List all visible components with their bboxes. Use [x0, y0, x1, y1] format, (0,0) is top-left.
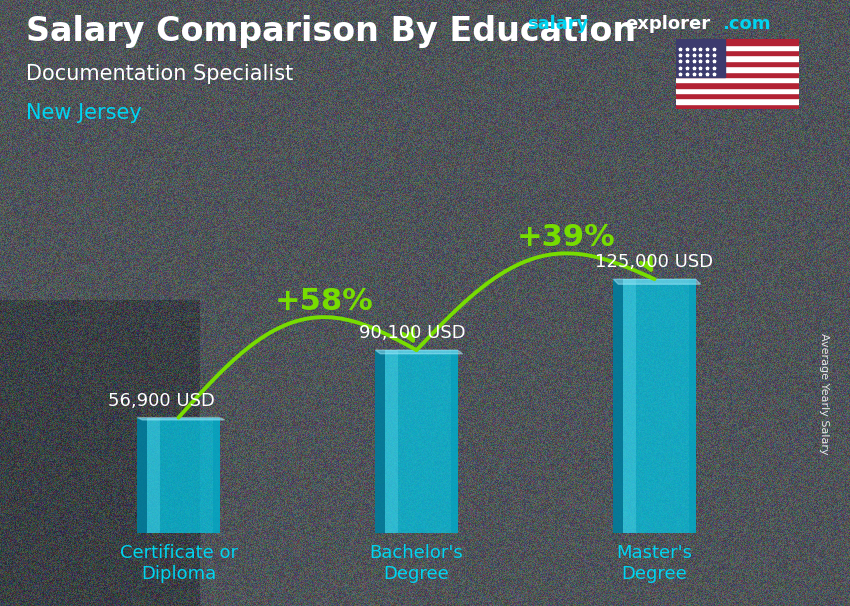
Text: +58%: +58%: [275, 287, 374, 316]
Text: New Jersey: New Jersey: [26, 103, 141, 123]
Bar: [676, 39, 799, 45]
Bar: [676, 88, 799, 93]
Bar: [385, 350, 398, 533]
Bar: [676, 82, 799, 88]
Text: 56,900 USD: 56,900 USD: [108, 391, 215, 410]
Bar: [147, 418, 160, 533]
Text: salary: salary: [527, 15, 588, 33]
Bar: [376, 350, 385, 533]
Bar: [213, 418, 219, 533]
Text: 125,000 USD: 125,000 USD: [596, 253, 713, 271]
Bar: [689, 279, 695, 533]
Bar: [451, 350, 457, 533]
Bar: [676, 39, 725, 77]
Polygon shape: [614, 279, 700, 284]
Bar: [623, 279, 636, 533]
Bar: [676, 72, 799, 77]
Bar: [676, 104, 799, 109]
Text: +39%: +39%: [517, 223, 615, 251]
Bar: [676, 93, 799, 98]
Polygon shape: [138, 418, 224, 420]
Bar: [676, 50, 799, 56]
Bar: [676, 45, 799, 50]
Text: Average Yearly Salary: Average Yearly Salary: [819, 333, 829, 454]
Text: .com: .com: [722, 15, 771, 33]
Text: explorer: explorer: [625, 15, 710, 33]
Bar: [376, 350, 457, 533]
Bar: [676, 61, 799, 66]
Bar: [676, 66, 799, 72]
Text: Documentation Specialist: Documentation Specialist: [26, 64, 292, 84]
Bar: [676, 56, 799, 61]
Bar: [138, 418, 219, 533]
Bar: [676, 77, 799, 82]
Text: Salary Comparison By Education: Salary Comparison By Education: [26, 15, 636, 48]
Bar: [614, 279, 623, 533]
Polygon shape: [376, 350, 462, 354]
Bar: [138, 418, 147, 533]
Bar: [614, 279, 695, 533]
Bar: [676, 98, 799, 104]
Text: 90,100 USD: 90,100 USD: [359, 324, 466, 342]
